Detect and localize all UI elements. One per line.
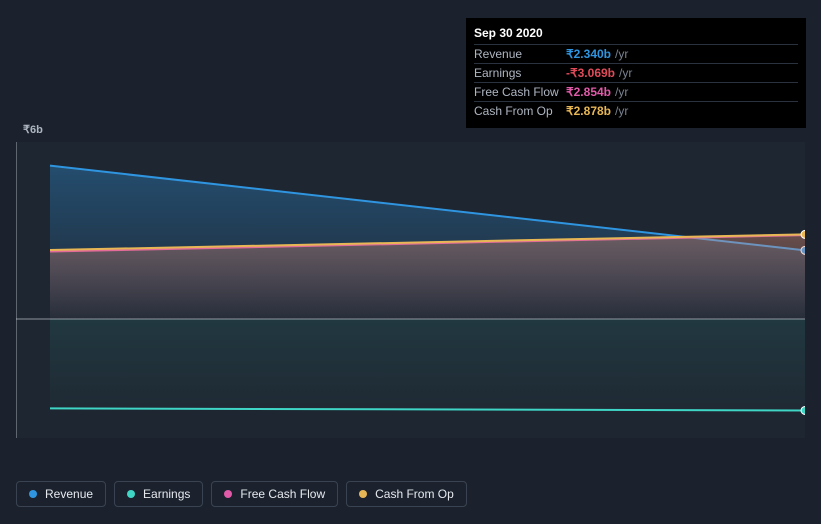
tooltip-metric-suffix: /yr: [619, 66, 632, 80]
legend-item-earnings[interactable]: Earnings: [114, 481, 203, 507]
legend-label: Cash From Op: [375, 487, 454, 501]
tooltip-metric-suffix: /yr: [615, 47, 628, 61]
tooltip-metric-label: Cash From Op: [474, 104, 566, 118]
tooltip-row: Free Cash Flow₹2.854b/yr: [474, 82, 798, 101]
tooltip-row: Earnings-₹3.069b/yr: [474, 63, 798, 82]
tooltip-row: Revenue₹2.340b/yr: [474, 44, 798, 63]
legend-item-free-cash-flow[interactable]: Free Cash Flow: [211, 481, 338, 507]
legend-dot-icon: [224, 490, 232, 498]
y-axis-label-top: ₹6b: [23, 123, 43, 136]
chart-tooltip: Sep 30 2020 Revenue₹2.340b/yrEarnings-₹3…: [466, 18, 806, 128]
tooltip-metric-suffix: /yr: [615, 104, 628, 118]
tooltip-metric-value: -₹3.069b: [566, 66, 615, 80]
tooltip-metric-value: ₹2.340b: [566, 47, 611, 61]
legend-label: Earnings: [143, 487, 190, 501]
legend-label: Revenue: [45, 487, 93, 501]
tooltip-date: Sep 30 2020: [474, 24, 798, 44]
tooltip-metric-value: ₹2.878b: [566, 104, 611, 118]
tooltip-metric-suffix: /yr: [615, 85, 628, 99]
legend-dot-icon: [29, 490, 37, 498]
legend-dot-icon: [127, 490, 135, 498]
legend-dot-icon: [359, 490, 367, 498]
tooltip-metric-label: Free Cash Flow: [474, 85, 566, 99]
legend-item-cash-from-op[interactable]: Cash From Op: [346, 481, 467, 507]
tooltip-metric-value: ₹2.854b: [566, 85, 611, 99]
legend-label: Free Cash Flow: [240, 487, 325, 501]
tooltip-metric-label: Earnings: [474, 66, 566, 80]
chart-legend: Revenue Earnings Free Cash Flow Cash From O…: [16, 481, 467, 507]
legend-item-revenue[interactable]: Revenue: [16, 481, 106, 507]
financial-chart: [16, 142, 805, 438]
tooltip-row: Cash From Op₹2.878b/yr: [474, 101, 798, 120]
tooltip-metric-label: Revenue: [474, 47, 566, 61]
